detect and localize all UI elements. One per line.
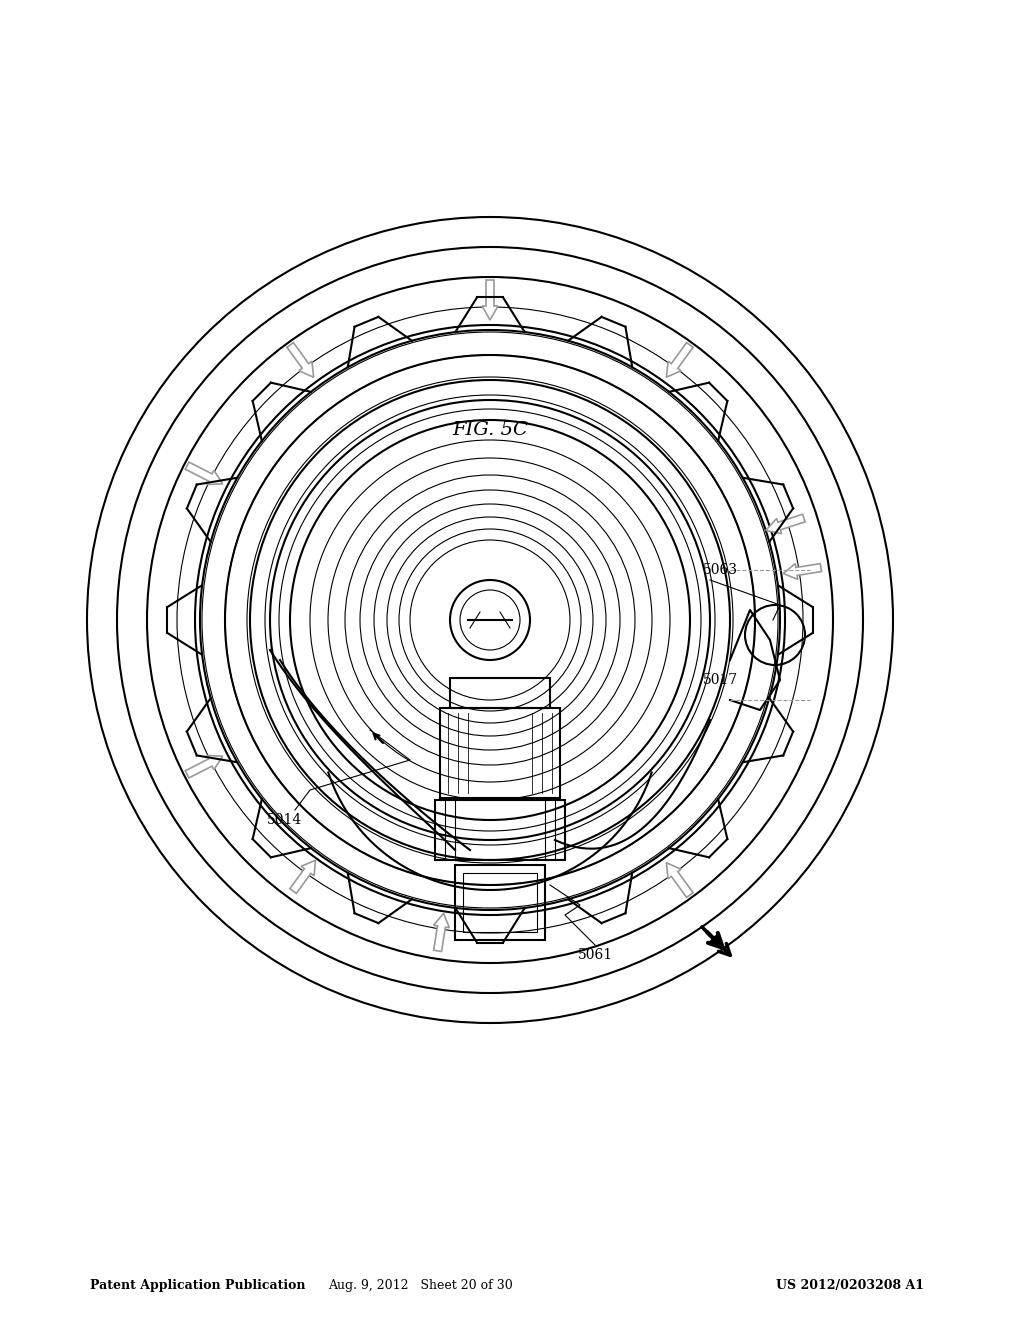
Text: Aug. 9, 2012   Sheet 20 of 30: Aug. 9, 2012 Sheet 20 of 30 bbox=[328, 1279, 512, 1291]
Bar bbox=[463, 873, 537, 932]
Bar bbox=[455, 865, 545, 940]
Polygon shape bbox=[783, 564, 821, 579]
Polygon shape bbox=[667, 863, 693, 898]
Polygon shape bbox=[185, 755, 222, 777]
Polygon shape bbox=[667, 343, 693, 378]
Bar bbox=[440, 708, 560, 799]
Polygon shape bbox=[433, 913, 450, 952]
Bar bbox=[435, 800, 565, 861]
Polygon shape bbox=[290, 861, 315, 894]
Text: Patent Application Publication: Patent Application Publication bbox=[90, 1279, 305, 1291]
Polygon shape bbox=[185, 462, 222, 484]
Bar bbox=[450, 678, 550, 708]
Text: 5063: 5063 bbox=[702, 564, 737, 577]
Polygon shape bbox=[287, 343, 313, 378]
Text: US 2012/0203208 A1: US 2012/0203208 A1 bbox=[776, 1279, 924, 1291]
Polygon shape bbox=[482, 280, 498, 319]
Polygon shape bbox=[766, 515, 805, 533]
Text: 5014: 5014 bbox=[267, 813, 303, 828]
Text: FIG. 5C: FIG. 5C bbox=[452, 421, 528, 440]
Text: 5061: 5061 bbox=[578, 948, 612, 962]
Text: 5017: 5017 bbox=[702, 673, 737, 686]
